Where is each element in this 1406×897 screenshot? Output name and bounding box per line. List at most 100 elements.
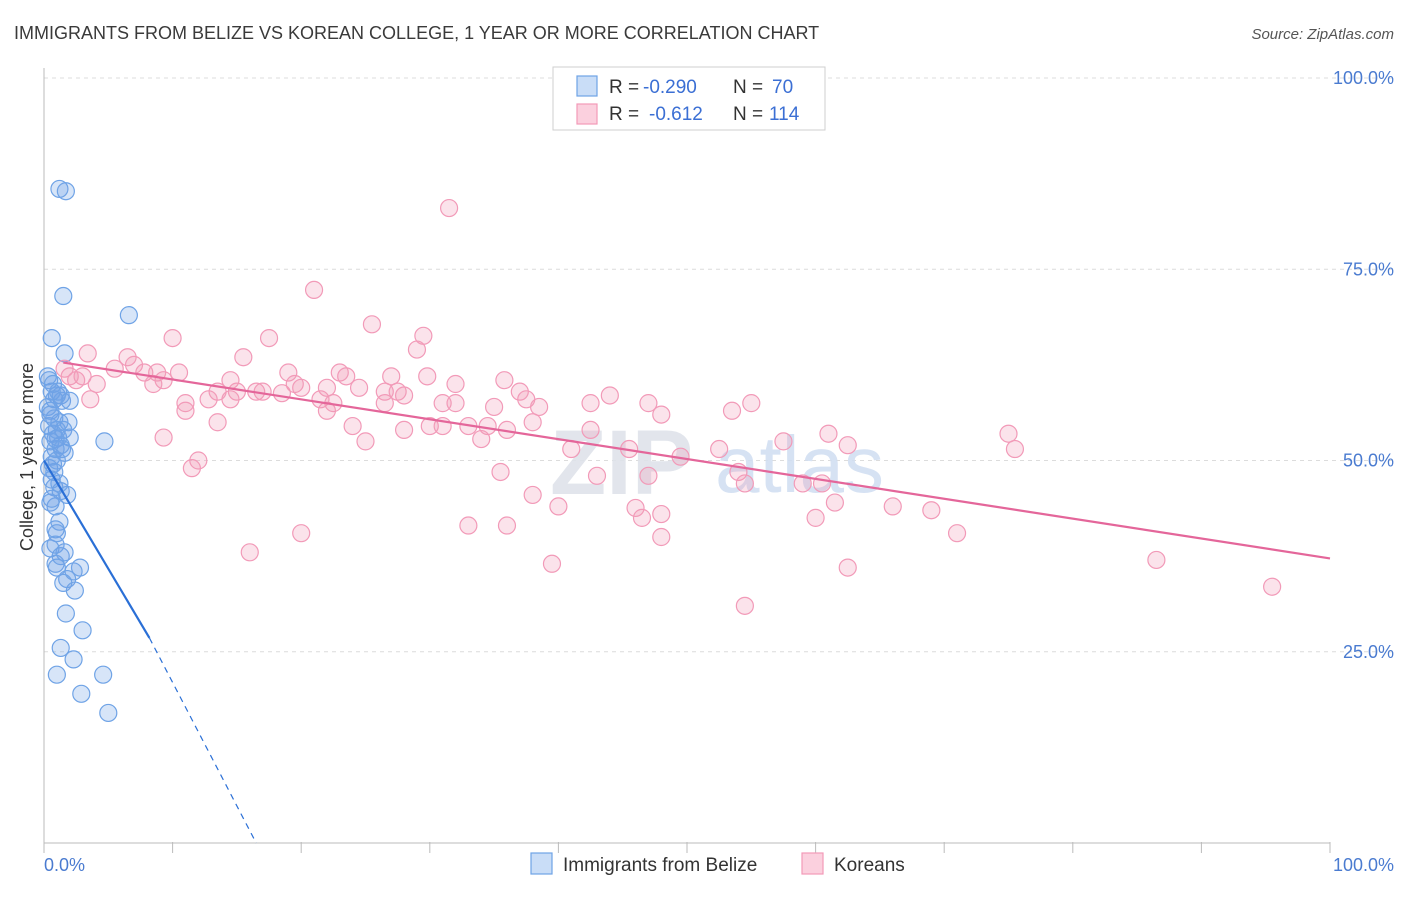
watermark: ZIP atlas [550,412,884,514]
point-korean [81,390,100,409]
point-korean [735,474,754,493]
legend-frame [552,66,826,131]
point-korean [1263,577,1282,596]
point-belize [54,286,73,306]
point-korean [418,367,437,386]
point-korean [722,401,742,420]
point-belize [52,439,72,459]
point-korean [292,524,311,543]
point-korean [652,504,671,524]
point-korean [491,462,510,482]
point-belize [41,493,60,512]
point-korean [774,432,793,451]
point-korean [375,394,394,413]
point-korean [343,416,362,436]
trend-line-belize-extension [148,637,257,844]
x-tick-label: 100.0% [1333,855,1394,875]
legend-n-value-2: 114 [769,104,800,125]
chart-source: Source: ZipAtlas.com [1251,26,1394,43]
point-korean [67,371,86,390]
point-korean [581,420,600,439]
trend-line-belize [43,459,151,639]
legend-r-label-1: R = [609,77,639,98]
point-belize [56,182,75,201]
y-tick-label: 75.0% [1343,259,1394,279]
point-korean [581,394,600,413]
legend-swatch-pink [576,103,598,125]
point-korean [639,394,658,413]
point-belize [41,405,60,424]
points-layer [38,179,1282,723]
point-korean [652,405,671,424]
point-korean [549,497,568,516]
point-korean [272,384,292,403]
point-korean [407,340,427,359]
point-korean [1005,439,1025,459]
point-korean [234,348,253,367]
point-korean [394,386,414,405]
point-korean [292,378,311,397]
point-korean [652,527,671,547]
point-korean [626,498,645,518]
point-belize [56,604,75,623]
point-korean [485,397,504,417]
point-korean [356,432,375,451]
point-belize [47,665,66,684]
point-korean [259,329,279,348]
point-korean [523,485,542,505]
point-korean [632,508,652,527]
y-tick-label: 25.0% [1343,642,1394,662]
point-korean [349,378,369,397]
point-korean [182,459,201,478]
point-korean [176,394,195,413]
point-korean [337,367,356,386]
point-korean [433,394,452,413]
point-korean [735,596,754,615]
point-belize [65,581,84,600]
point-belize [99,703,118,723]
legend-r-value-1: -0.290 [643,77,697,98]
chart-title: IMMIGRANTS FROM BELIZE VS KOREAN COLLEGE… [14,23,819,43]
point-belize [94,665,113,684]
point-korean [710,439,729,459]
point-korean [523,413,542,432]
point-korean [838,558,857,577]
point-belize [64,650,83,669]
bottom-legend-swatch-pink [801,852,824,875]
point-belize [47,524,66,543]
point-korean [639,466,658,485]
legend-r-label-2: R = [609,104,639,125]
point-korean [999,424,1018,443]
bottom-legend-swatch-blue [530,852,553,875]
x-tick-label: 0.0% [44,855,85,875]
point-korean [394,420,414,439]
point-korean [838,436,857,455]
point-belize [51,638,70,658]
point-korean [382,367,401,386]
point-belize [73,621,92,640]
y-tick-label: 100.0% [1333,68,1394,88]
legend-n-label-2: N = [733,104,763,125]
point-belize [95,432,114,451]
legend-r-value-2: -0.612 [649,104,703,125]
point-korean [317,378,337,397]
point-korean [279,363,298,382]
point-korean [78,344,97,363]
point-korean [883,497,902,516]
point-korean [472,429,491,449]
point-korean [742,394,761,413]
y-tick-label: 50.0% [1343,451,1394,471]
point-korean [362,315,382,334]
point-korean [439,198,459,218]
point-korean [221,390,240,409]
point-korean [87,374,106,394]
point-korean [420,416,439,436]
point-korean [497,516,517,535]
point-korean [825,493,844,512]
point-belize [119,306,138,325]
point-belize [49,382,68,401]
point-korean [542,554,562,573]
point-korean [459,516,478,535]
